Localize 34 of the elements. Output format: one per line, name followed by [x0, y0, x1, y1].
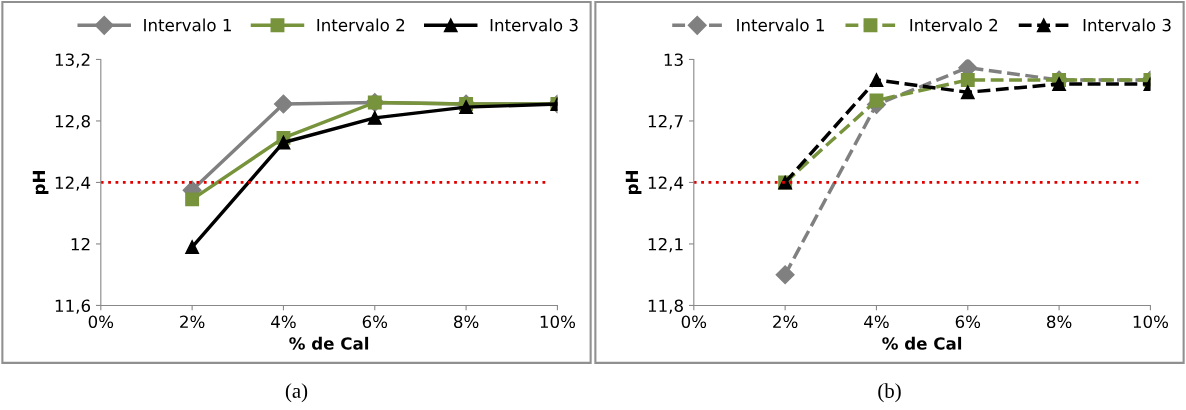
- legend-label: Intervalo 1: [144, 18, 231, 32]
- x-tick-label: 6%: [955, 315, 981, 329]
- x-tick-label: 2%: [180, 315, 205, 329]
- legend-label: Intervalo 2: [910, 18, 998, 32]
- y-tick-label: 11,6: [55, 299, 91, 314]
- y-axis-title: pH: [625, 171, 642, 194]
- x-tick-label: 8%: [454, 315, 479, 329]
- y-tick-label: 12,7: [648, 114, 683, 130]
- x-tick-label: 2%: [773, 315, 798, 329]
- y-tick-label: 13,2: [55, 53, 90, 68]
- legend-label: Intervalo 3: [1083, 18, 1171, 32]
- x-axis-title: % de Cal: [289, 336, 369, 350]
- x-axis-title: % de Cal: [882, 336, 962, 350]
- y-tick-label: 13: [664, 53, 683, 67]
- y-tick-label: 12,8: [55, 114, 90, 130]
- x-tick-label: 4%: [271, 315, 296, 329]
- x-tick-label: 0%: [88, 315, 114, 329]
- y-tick-label: 12,1: [648, 237, 683, 253]
- y-tick-label: 12,4: [648, 176, 684, 191]
- y-tick-label: 12,4: [55, 176, 91, 191]
- text: (a): [285, 383, 308, 403]
- text: (b): [878, 383, 901, 403]
- x-tick-label: 0%: [681, 315, 707, 329]
- y-tick-label: 12: [71, 237, 90, 251]
- y-tick-label: 11,8: [648, 299, 683, 314]
- x-tick-label: 10%: [540, 315, 576, 329]
- x-tick-label: 6%: [362, 315, 388, 329]
- legend-label: Intervalo 1: [737, 18, 824, 32]
- y-axis-title: pH: [32, 171, 49, 194]
- x-tick-label: 10%: [1133, 315, 1169, 329]
- x-tick-label: 8%: [1047, 315, 1072, 329]
- legend-label: Intervalo 3: [490, 18, 578, 32]
- x-tick-label: 4%: [864, 315, 889, 329]
- legend-label: Intervalo 2: [317, 18, 405, 32]
